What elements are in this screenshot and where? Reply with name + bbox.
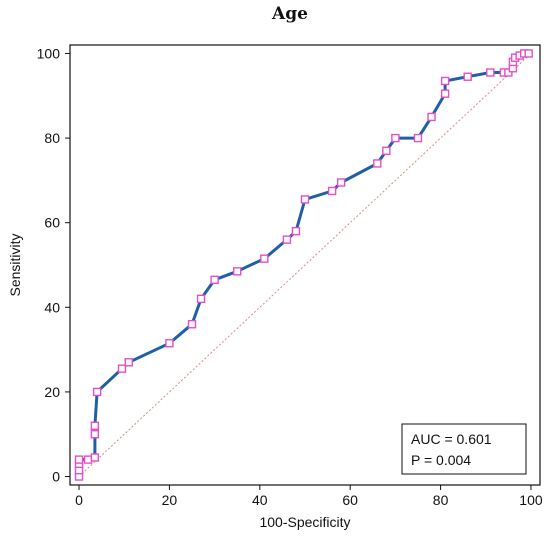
x-tick-label: 80 bbox=[433, 492, 449, 508]
roc-point bbox=[124, 358, 133, 367]
x-tick-label: 0 bbox=[75, 492, 83, 508]
roc-point bbox=[196, 294, 206, 304]
roc-point bbox=[92, 387, 102, 397]
y-tick-label: 60 bbox=[44, 215, 60, 231]
y-tick-label: 0 bbox=[52, 469, 60, 485]
legend-auc: AUC = 0.601 bbox=[411, 431, 492, 447]
roc-point bbox=[427, 112, 436, 122]
chart-title: Age bbox=[272, 4, 308, 24]
roc-point bbox=[504, 68, 513, 77]
roc-point bbox=[83, 455, 93, 464]
plot-frame bbox=[69, 44, 541, 486]
roc-point bbox=[260, 254, 269, 263]
roc-point bbox=[373, 159, 382, 168]
roc-point bbox=[391, 133, 400, 143]
roc-point bbox=[463, 72, 472, 81]
y-tick-label: 100 bbox=[37, 45, 61, 61]
roc-point bbox=[90, 421, 100, 430]
x-axis-label: 100-Specificity bbox=[259, 514, 350, 530]
roc-point bbox=[233, 267, 242, 276]
legend-box: AUC = 0.601 P = 0.004 bbox=[401, 423, 527, 475]
roc-point bbox=[382, 146, 391, 155]
roc-point bbox=[524, 49, 533, 58]
roc-point bbox=[336, 178, 346, 187]
roc-point bbox=[300, 195, 310, 204]
roc-point bbox=[90, 453, 100, 462]
roc-point bbox=[413, 133, 423, 143]
y-tick-label: 40 bbox=[44, 299, 60, 315]
roc-point bbox=[291, 226, 301, 236]
roc-point bbox=[210, 275, 219, 285]
y-tick-label: 20 bbox=[44, 384, 60, 400]
y-tick-label: 80 bbox=[44, 130, 60, 146]
roc-point bbox=[74, 455, 84, 464]
roc-point bbox=[165, 339, 174, 348]
x-tick-label: 100 bbox=[519, 492, 543, 508]
roc-point bbox=[117, 364, 127, 373]
roc-point bbox=[90, 430, 100, 439]
x-tick-label: 60 bbox=[342, 492, 358, 508]
legend-p-value: P = 0.004 bbox=[411, 452, 471, 468]
x-tick-label: 20 bbox=[162, 492, 178, 508]
roc-point bbox=[440, 89, 450, 98]
y-axis-label: Sensitivity bbox=[7, 233, 23, 296]
roc-point bbox=[187, 320, 197, 329]
roc-point bbox=[327, 186, 337, 196]
roc-point bbox=[440, 76, 450, 86]
roc-point bbox=[486, 68, 495, 77]
roc-point bbox=[282, 235, 292, 244]
x-tick-label: 40 bbox=[252, 492, 268, 508]
reference-diagonal bbox=[78, 53, 532, 477]
